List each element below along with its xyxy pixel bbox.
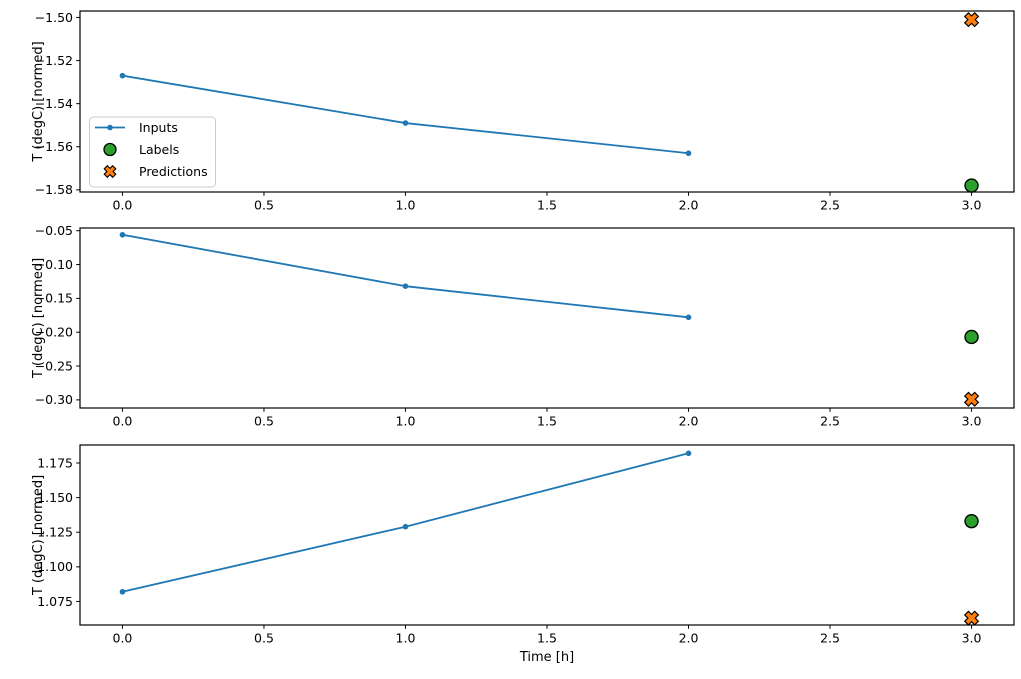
x-tick-label: 0.0 xyxy=(113,631,133,646)
inputs-marker xyxy=(119,231,126,238)
inputs-line xyxy=(121,452,690,593)
inputs-marker xyxy=(402,523,409,530)
x-tick-label: 3.0 xyxy=(962,198,982,213)
inputs-marker xyxy=(119,588,126,595)
legend-label: Inputs xyxy=(139,120,178,135)
y-tick-label: −1.56 xyxy=(35,139,73,154)
x-tick-label: 2.5 xyxy=(820,414,840,429)
axes-frame xyxy=(79,10,1015,193)
axes-frame xyxy=(79,227,1015,409)
y-tick-label: 1.075 xyxy=(37,594,73,609)
x-tick-label: 0.5 xyxy=(254,631,274,646)
x-tick-label: 1.0 xyxy=(396,198,416,213)
legend-entry-inputs: Inputs xyxy=(95,120,178,135)
y-tick-label: −0.05 xyxy=(35,223,73,238)
x-tick-label: 1.0 xyxy=(396,414,416,429)
x-tick-label: 2.0 xyxy=(679,414,699,429)
legend: Inputs Labels Predictions xyxy=(89,116,216,188)
y-tick-label: −1.52 xyxy=(35,53,73,68)
y-tick-label: −1.54 xyxy=(35,96,73,111)
subplot-3: 0.0 0.5 1.0 1.5 2.0 2.5 3.0 1.075 1.100 1.125 1.15… xyxy=(31,444,1015,665)
labels-marker xyxy=(964,178,979,193)
inputs-marker xyxy=(119,72,126,79)
legend-label: Predictions xyxy=(139,164,208,179)
x-tick-label: 2.0 xyxy=(679,198,699,213)
legend-entry-predictions: Predictions xyxy=(103,164,208,179)
x-tick-label: 3.0 xyxy=(962,631,982,646)
y-axis-label: T (degC) [normed] xyxy=(31,475,46,596)
labels-marker xyxy=(964,513,979,529)
y-tick-label: 1.100 xyxy=(37,559,73,574)
y-axis-label: T (degC) [normed] xyxy=(31,41,46,162)
axes-frame xyxy=(79,444,1015,626)
legend-x-sample xyxy=(103,164,117,179)
legend-circle-sample xyxy=(103,142,117,157)
predictions-marker xyxy=(963,11,980,28)
x-tick-label: 3.0 xyxy=(962,414,982,429)
x-tick-label: 1.0 xyxy=(396,631,416,646)
y-tick-label: −0.25 xyxy=(35,358,73,373)
y-axis-label: T (degC) [normed] xyxy=(31,258,46,379)
x-tick-label: 0.5 xyxy=(254,198,274,213)
y-tick-label: 1.125 xyxy=(37,525,73,540)
x-tick-label: 0.0 xyxy=(113,198,133,213)
predictions-marker xyxy=(963,391,980,407)
predictions-marker xyxy=(963,610,980,626)
legend-box xyxy=(89,116,216,188)
inputs-marker xyxy=(685,150,692,157)
y-tick-label: −1.58 xyxy=(35,182,73,197)
legend-entry-labels: Labels xyxy=(103,142,179,157)
x-tick-label: 2.5 xyxy=(820,631,840,646)
y-tick-label: 1.150 xyxy=(37,490,73,505)
inputs-marker xyxy=(685,314,692,321)
x-tick-label: 1.5 xyxy=(537,414,557,429)
labels-marker xyxy=(964,329,979,345)
x-tick-label: 1.5 xyxy=(537,198,557,213)
x-axis-label: Time [h] xyxy=(519,650,574,665)
subplot-1: 0.0 0.5 1.0 1.5 2.0 2.5 3.0 −1.58 −1.56 −1.54 −1.5… xyxy=(31,10,1015,213)
y-tick-label: −0.15 xyxy=(35,291,73,306)
x-tick-label: 0.0 xyxy=(113,414,133,429)
y-tick-label: −0.10 xyxy=(35,257,73,272)
subplot-2: 0.0 0.5 1.0 1.5 2.0 2.5 3.0 −0.30 −0.25 −0.20 −0.1… xyxy=(31,223,1015,429)
legend-dot-sample xyxy=(107,124,113,131)
inputs-line xyxy=(121,233,690,319)
inputs-marker xyxy=(685,450,692,457)
x-tick-label: 0.5 xyxy=(254,414,274,429)
x-tick-label: 1.5 xyxy=(537,631,557,646)
y-tick-label: −0.30 xyxy=(35,392,73,407)
y-tick-label: −1.50 xyxy=(35,10,73,25)
y-tick-label: −0.20 xyxy=(35,325,73,340)
inputs-marker xyxy=(402,120,409,126)
legend-label: Labels xyxy=(139,142,179,157)
inputs-marker xyxy=(402,283,409,289)
x-tick-label: 2.5 xyxy=(820,198,840,213)
y-tick-label: 1.175 xyxy=(37,455,73,470)
x-tick-label: 2.0 xyxy=(679,631,699,646)
